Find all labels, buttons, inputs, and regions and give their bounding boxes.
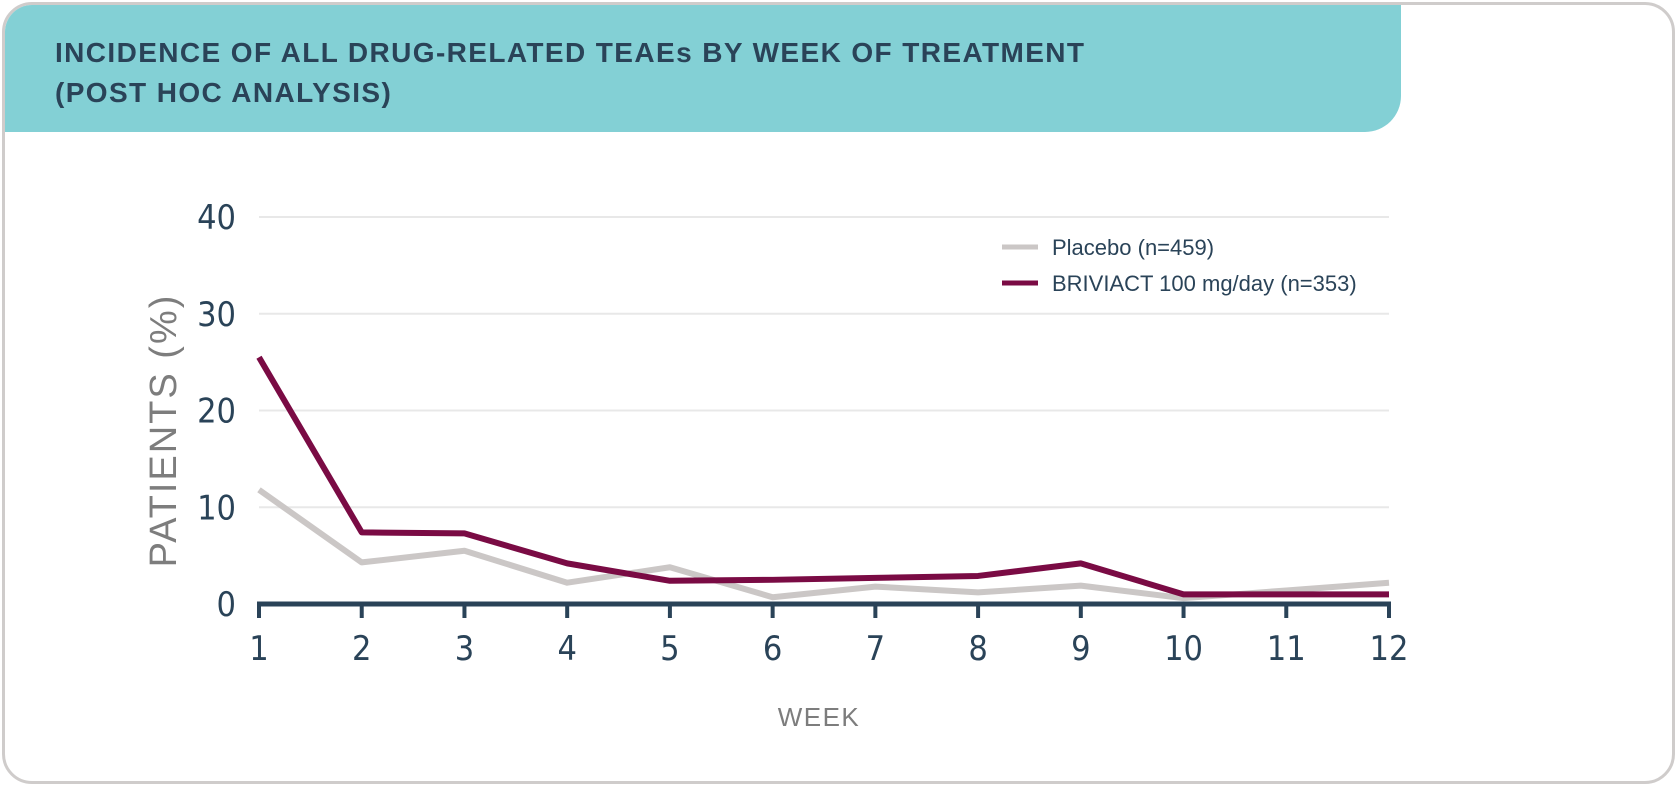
y-tick-label: 20: [197, 392, 236, 432]
y-tick-label: 40: [197, 198, 236, 238]
x-tick-label: 4: [557, 629, 576, 669]
x-tick-label: 8: [968, 629, 987, 669]
x-tick-label: 7: [866, 629, 885, 669]
y-tick-label: 10: [197, 488, 236, 528]
x-tick-label: 9: [1071, 629, 1090, 669]
y-tick-label: 0: [217, 585, 236, 625]
x-tick-label: 5: [660, 629, 679, 669]
series-line-briviact: [256, 355, 1389, 598]
x-tick-label: 12: [1370, 629, 1409, 669]
x-tick-label: 11: [1267, 629, 1306, 669]
chart-title-line-2: (POST HOC ANALYSIS): [55, 77, 393, 108]
series-line-placebo: [257, 487, 1390, 602]
legend-label-placebo: Placebo (n=459): [1052, 235, 1214, 260]
x-tick-label: 3: [455, 629, 474, 669]
x-tick-label: 10: [1164, 629, 1203, 669]
y-axis-title: PATIENTS (%): [143, 294, 185, 568]
x-tick-label: 6: [763, 629, 782, 669]
x-tick-label: 2: [352, 629, 371, 669]
y-tick-label: 30: [197, 295, 236, 335]
x-tick-label: 1: [249, 629, 268, 669]
x-axis-title: WEEK: [778, 702, 861, 732]
chart-title-line-1: INCIDENCE OF ALL DRUG-RELATED TEAEs BY W…: [55, 37, 1086, 68]
title-banner: INCIDENCE OF ALL DRUG-RELATED TEAEs BY W…: [5, 5, 1401, 132]
legend-label-briviact: BRIVIACT 100 mg/day (n=353): [1052, 271, 1357, 296]
